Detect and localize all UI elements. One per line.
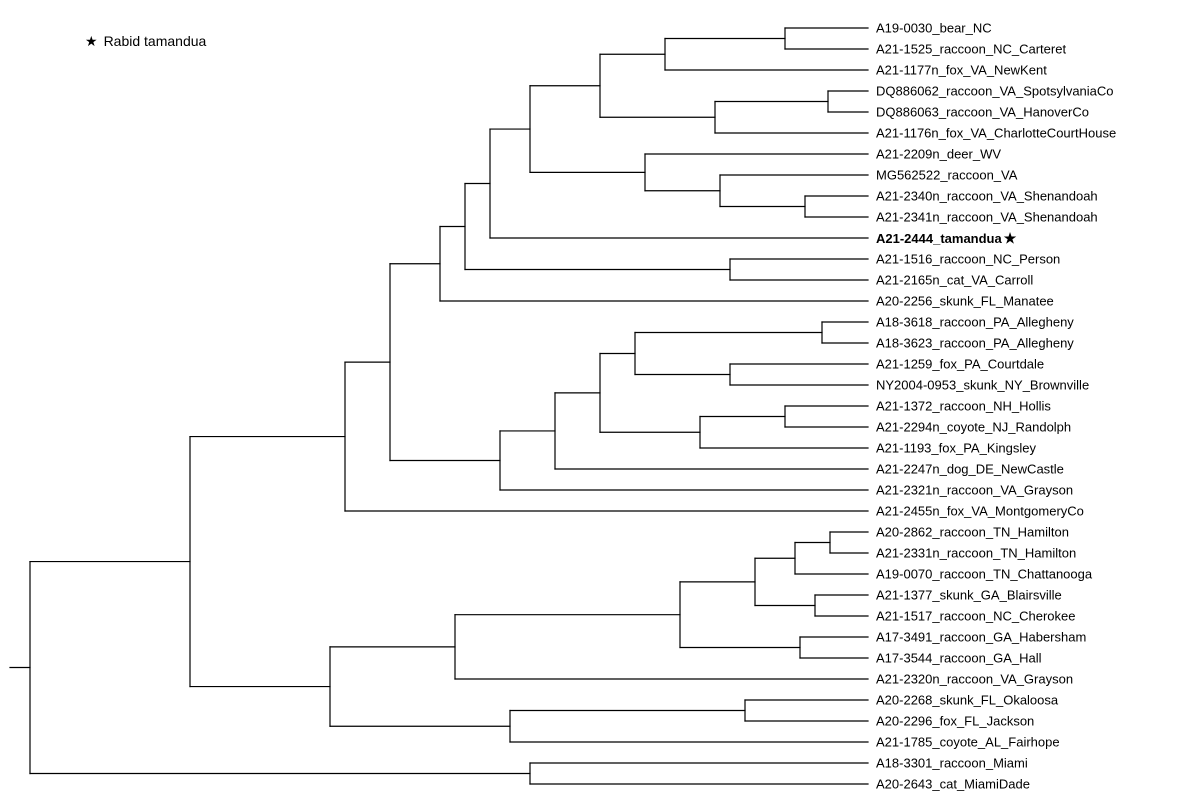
leaf-label: A18-3301_raccoon_Miami — [876, 757, 1028, 770]
leaf-label: A17-3544_raccoon_GA_Hall — [876, 652, 1042, 665]
leaf-label: A21-2341n_raccoon_VA_Shenandoah — [876, 211, 1098, 224]
leaf-label: A21-2320n_raccoon_VA_Grayson — [876, 673, 1073, 686]
leaf-label: DQ886063_raccoon_VA_HanoverCo — [876, 106, 1089, 119]
star-icon: ★ — [1004, 230, 1017, 246]
leaf-label: A20-2256_skunk_FL_Manatee — [876, 295, 1054, 308]
leaf-label: DQ886062_raccoon_VA_SpotsylvaniaCo — [876, 85, 1114, 98]
phylogenetic-tree-figure: ★ Rabid tamandua A19-0030_bear_NCA21-152… — [0, 0, 1200, 805]
leaf-label: A21-1785_coyote_AL_Fairhope — [876, 736, 1060, 749]
leaf-label: A21-1525_raccoon_NC_Carteret — [876, 43, 1066, 56]
leaf-label: A21-2444_tamandua★ — [876, 231, 1016, 245]
leaf-label: A19-0030_bear_NC — [876, 22, 992, 35]
leaf-label: NY2004-0953_skunk_NY_Brownville — [876, 379, 1089, 392]
leaf-label: MG562522_raccoon_VA — [876, 169, 1017, 182]
leaf-label: A19-0070_raccoon_TN_Chattanooga — [876, 568, 1092, 581]
leaf-label: A21-2247n_dog_DE_NewCastle — [876, 463, 1064, 476]
leaf-label: A20-2268_skunk_FL_Okaloosa — [876, 694, 1058, 707]
leaf-label: A21-1372_raccoon_NH_Hollis — [876, 400, 1051, 413]
leaf-label: A21-1193_fox_PA_Kingsley — [876, 442, 1036, 455]
leaf-label: A21-2455n_fox_VA_MontgomeryCo — [876, 505, 1084, 518]
leaf-label: A21-2294n_coyote_NJ_Randolph — [876, 421, 1071, 434]
leaf-label: A21-1177n_fox_VA_NewKent — [876, 64, 1047, 77]
leaf-label: A21-1176n_fox_VA_CharlotteCourtHouse — [876, 127, 1116, 140]
leaf-label: A21-2209n_deer_WV — [876, 148, 1001, 161]
leaf-label: A21-1377_skunk_GA_Blairsville — [876, 589, 1062, 602]
leaf-label: A17-3491_raccoon_GA_Habersham — [876, 631, 1086, 644]
leaf-label: A20-2296_fox_FL_Jackson — [876, 715, 1034, 728]
leaf-label: A21-2331n_raccoon_TN_Hamilton — [876, 547, 1076, 560]
leaf-label: A21-1259_fox_PA_Courtdale — [876, 358, 1044, 371]
leaf-label: A18-3623_raccoon_PA_Allegheny — [876, 337, 1074, 350]
leaf-label: A21-1517_raccoon_NC_Cherokee — [876, 610, 1075, 623]
leaf-label: A21-2165n_cat_VA_Carroll — [876, 274, 1033, 287]
leaf-label: A18-3618_raccoon_PA_Allegheny — [876, 316, 1074, 329]
leaf-label: A21-2340n_raccoon_VA_Shenandoah — [876, 190, 1098, 203]
leaf-label: A20-2862_raccoon_TN_Hamilton — [876, 526, 1069, 539]
leaf-label: A20-2643_cat_MiamiDade — [876, 778, 1030, 791]
leaf-label: A21-1516_raccoon_NC_Person — [876, 253, 1060, 266]
leaf-label: A21-2321n_raccoon_VA_Grayson — [876, 484, 1073, 497]
